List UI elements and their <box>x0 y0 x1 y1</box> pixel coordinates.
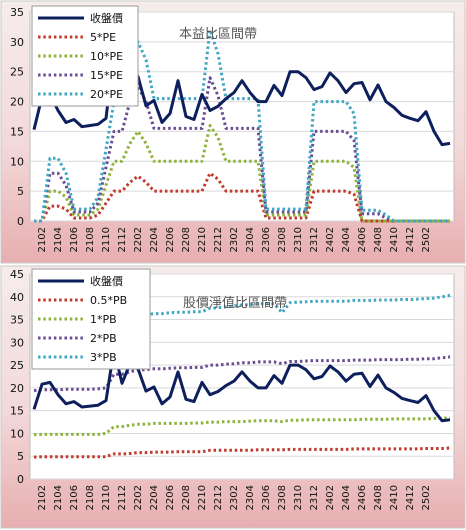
legend-label: 10*PE <box>90 50 123 63</box>
y-tick-label: 25 <box>10 359 24 372</box>
y-tick-label: 0 <box>17 215 24 228</box>
y-tick-label: 30 <box>10 336 24 349</box>
series-line-3 <box>33 355 451 393</box>
x-tick-label: 2208 <box>181 227 192 252</box>
x-tick-label: 2112 <box>117 485 128 510</box>
chart-title: 本益比區間帶 <box>179 27 257 42</box>
x-tick-label: 2304 <box>245 485 256 510</box>
x-tick-label: 2204 <box>149 485 160 510</box>
x-tick-label: 2408 <box>373 485 384 510</box>
legend-label: 1*PB <box>90 313 117 326</box>
x-tick-label: 2106 <box>69 485 80 510</box>
x-tick-label: 2304 <box>245 227 256 252</box>
x-tick-label: 2312 <box>309 485 320 510</box>
series-line-2 <box>33 416 451 437</box>
x-tick-label: 2406 <box>357 485 368 510</box>
x-tick-label: 2202 <box>133 485 144 510</box>
legend-label: 15*PE <box>90 69 123 82</box>
x-tick-label: 2204 <box>149 227 160 252</box>
y-tick-label: 45 <box>10 268 24 281</box>
legend-label: 2*PB <box>90 332 117 345</box>
x-tick-label: 2306 <box>261 227 272 252</box>
y-tick-label: 5 <box>17 185 24 198</box>
legend-label: 20*PE <box>90 88 123 101</box>
pe-band-chart: 0 5 10 15 20 25 30 35 2102 2104 2106 2108 2110 2112 2… <box>0 0 466 264</box>
legend-label: 收盤價 <box>90 274 123 288</box>
x-tick-label: 2206 <box>165 485 176 510</box>
x-tick-label: 2502 <box>421 485 432 510</box>
series-line-0 <box>32 347 451 423</box>
y-tick-label: 25 <box>10 66 24 79</box>
x-tick-label: 2212 <box>213 227 224 252</box>
x-tick-label: 2308 <box>277 485 288 510</box>
y-tick-label: 35 <box>10 6 24 19</box>
y-tick-label: 20 <box>10 382 24 395</box>
x-tick-label: 2502 <box>421 227 432 252</box>
y-tick-label: 10 <box>10 155 24 168</box>
pe-band-chart-svg: 0 5 10 15 20 25 30 35 2102 2104 2106 2108 2110 2112 2… <box>0 0 466 264</box>
x-tick-label: 2410 <box>389 227 400 252</box>
x-tick-label: 2308 <box>277 227 288 252</box>
y-tick-label: 30 <box>10 36 24 49</box>
x-tick-label: 2302 <box>229 485 240 510</box>
x-tick-label: 2206 <box>165 227 176 252</box>
x-tick-label: 2102 <box>37 485 48 510</box>
x-tick-label: 2410 <box>389 485 400 510</box>
series-line-4 <box>34 28 450 223</box>
x-tick-label: 2210 <box>197 227 208 252</box>
y-tick-label: 20 <box>10 96 24 109</box>
x-tick-label: 2110 <box>101 485 112 510</box>
x-tick-label: 2306 <box>261 485 272 510</box>
series-line-1 <box>34 171 450 223</box>
y-tick-label: 35 <box>10 314 24 327</box>
y-tick-label: 15 <box>10 125 24 138</box>
legend-box <box>31 268 151 370</box>
pb-band-chart: 0 5 10 15 20 25 30 35 40 45 2102 2104 2106 2108 2110 2… <box>0 265 466 530</box>
series-line-3 <box>34 76 450 223</box>
chart-legend: 收盤價 5*PE 10*PE 15*PE 20*PE <box>31 5 139 107</box>
y-tick-label: 40 <box>10 291 24 304</box>
x-tick-label: 2404 <box>341 227 352 252</box>
series-line-2 <box>34 124 450 223</box>
x-tick-label: 2112 <box>117 227 128 252</box>
y-tick-label: 10 <box>10 427 24 440</box>
x-tick-label: 2208 <box>181 485 192 510</box>
chart-title: 股價淨值比區間帶 <box>183 295 287 311</box>
y-tick-label: 0 <box>17 473 24 486</box>
x-tick-label: 2402 <box>325 485 336 510</box>
x-tick-label: 2408 <box>373 227 384 252</box>
x-tick-label: 2210 <box>197 485 208 510</box>
series-line-0 <box>32 49 451 147</box>
x-tick-label: 2302 <box>229 227 240 252</box>
x-tick-label: 2110 <box>101 227 112 252</box>
x-tick-label: 2310 <box>293 485 304 510</box>
x-tick-label: 2104 <box>53 227 64 252</box>
x-tick-label: 2404 <box>341 485 352 510</box>
legend-label: 收盤價 <box>90 11 123 25</box>
x-tick-label: 2106 <box>69 227 80 252</box>
pb-band-chart-svg: 0 5 10 15 20 25 30 35 40 45 2102 2104 2106 2108 2110 2… <box>0 265 466 529</box>
x-tick-label: 2412 <box>405 227 416 252</box>
legend-label: 5*PE <box>90 31 116 44</box>
series-line-1 <box>33 446 451 459</box>
x-tick-label: 2402 <box>325 227 336 252</box>
x-tick-label: 2310 <box>293 227 304 252</box>
legend-label: 0.5*PB <box>90 294 127 307</box>
x-tick-label: 2406 <box>357 227 368 252</box>
x-tick-label: 2104 <box>53 485 64 510</box>
x-tick-label: 2412 <box>405 485 416 510</box>
x-tick-label: 2102 <box>37 227 48 252</box>
x-tick-label: 2108 <box>85 227 96 252</box>
y-tick-label: 5 <box>17 450 24 463</box>
x-tick-label: 2202 <box>133 227 144 252</box>
chart-legend: 收盤價 0.5*PB 1*PB 2*PB 3*PB <box>31 268 151 370</box>
x-tick-label: 2108 <box>85 485 96 510</box>
legend-label: 3*PB <box>90 351 117 364</box>
x-tick-label: 2212 <box>213 485 224 510</box>
y-tick-label: 15 <box>10 405 24 418</box>
x-tick-label: 2312 <box>309 227 320 252</box>
